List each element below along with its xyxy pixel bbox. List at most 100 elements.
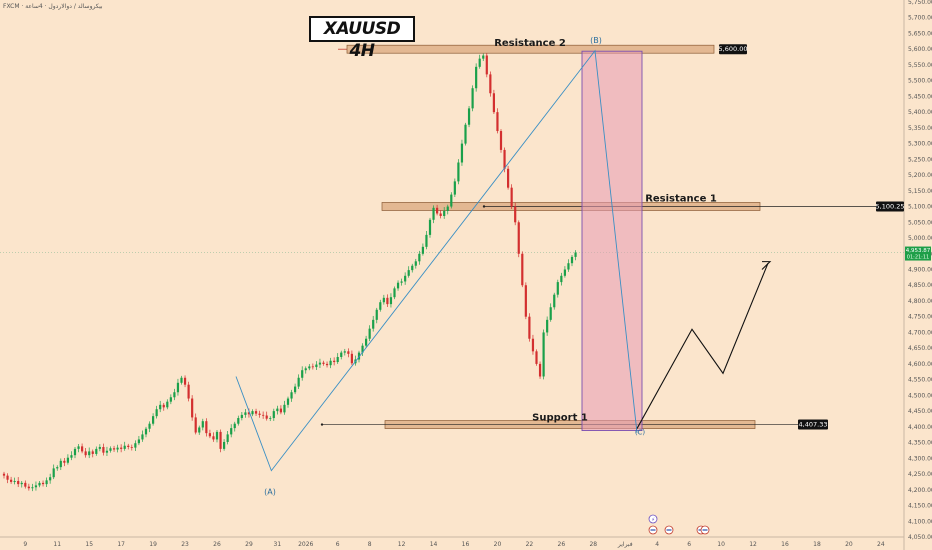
x-tick-label: 9 — [23, 541, 27, 548]
candle-body — [400, 281, 403, 283]
y-tick-label: 4,650.00 — [908, 345, 932, 352]
candle-body — [88, 451, 91, 456]
candle-body — [173, 392, 176, 398]
candle-body — [301, 370, 304, 378]
candle-body — [382, 297, 385, 303]
candle-body — [379, 302, 382, 310]
y-tick-label: 4,450.00 — [908, 408, 932, 415]
candle-body — [233, 423, 236, 429]
candle-body — [279, 408, 282, 413]
candle-body — [432, 207, 435, 220]
x-tick-label: 23 — [181, 541, 189, 548]
candle-body — [137, 439, 140, 444]
candle-body — [17, 480, 20, 485]
y-tick-label: 4,700.00 — [908, 329, 932, 336]
candle-body — [396, 282, 400, 289]
last-price-badge-bg[interactable] — [905, 246, 931, 261]
candle-body — [389, 297, 393, 305]
candle-body — [457, 162, 460, 182]
x-tick-label: 19 — [149, 541, 157, 548]
candle-body — [176, 382, 180, 393]
candle-body — [127, 445, 130, 447]
candle-body — [212, 436, 215, 440]
candle-body — [475, 66, 478, 89]
x-tick-label: 2026 — [298, 541, 313, 548]
x-tick-label: 26 — [213, 541, 221, 548]
candle-body — [538, 363, 542, 377]
candle-body — [105, 450, 109, 453]
resistance-2-zone[interactable] — [346, 44, 715, 54]
candle-body — [535, 351, 538, 364]
y-tick-label: 4,750.00 — [908, 314, 932, 321]
candle-body — [325, 363, 329, 366]
x-tick-label: 11 — [53, 541, 61, 548]
candle-body — [215, 431, 219, 440]
y-tick-label: 5,150.00 — [908, 188, 932, 195]
y-tick-label: 5,450.00 — [908, 93, 932, 100]
candle-body — [411, 265, 414, 271]
candle-body — [6, 475, 9, 480]
candle-body — [549, 307, 552, 320]
candle-body — [297, 377, 300, 387]
candle-body — [187, 384, 190, 399]
candle-body — [436, 207, 439, 214]
lightning-event-icon[interactable] — [648, 514, 658, 524]
candle-body — [152, 416, 155, 424]
candle-body — [510, 187, 513, 207]
candle-body — [208, 433, 211, 437]
candle-body — [63, 460, 66, 463]
candle-body — [116, 447, 119, 450]
candle-body — [524, 285, 527, 317]
candle-body — [485, 55, 488, 75]
candle-body — [375, 309, 378, 320]
projection-path[interactable] — [636, 262, 769, 429]
x-tick-label: 17 — [117, 541, 125, 548]
candle-body — [464, 124, 467, 144]
x-tick-label: 29 — [245, 541, 253, 548]
candle-body — [223, 441, 226, 449]
candle-body — [13, 480, 16, 482]
candle-body — [343, 351, 346, 353]
candle-body — [368, 328, 371, 339]
resistance-2-price-badge-bg[interactable] — [719, 44, 747, 55]
candle-body — [194, 417, 197, 433]
candle-body — [91, 451, 94, 454]
candle-body — [567, 263, 570, 270]
candle-body — [120, 447, 123, 449]
candle-body — [393, 288, 396, 298]
candle-body — [350, 353, 353, 364]
candle-body — [130, 446, 133, 448]
candle-body — [340, 352, 343, 357]
highlight-rectangle[interactable] — [581, 50, 643, 431]
y-tick-label: 4,600.00 — [908, 361, 932, 368]
candle-body — [272, 411, 275, 419]
x-tick-label: 6 — [336, 541, 340, 548]
candle-body — [496, 112, 499, 132]
candle-body — [123, 445, 126, 449]
y-tick-label: 5,300.00 — [908, 141, 932, 148]
candle-body — [95, 448, 98, 454]
candle-body — [471, 88, 474, 109]
candle-body — [467, 108, 471, 125]
x-tick-label: 12 — [749, 541, 757, 548]
support-1-price-badge-bg[interactable] — [798, 419, 828, 430]
x-tick-label: 22 — [526, 541, 534, 548]
candle-body — [528, 316, 531, 339]
lightning-glyph: ⚡ — [651, 517, 655, 524]
candle-body — [294, 386, 297, 393]
candle-body — [191, 398, 194, 418]
candle-body — [450, 194, 453, 207]
resistance-1-anchor — [482, 205, 486, 208]
wave-line[interactable] — [235, 49, 638, 472]
candle-body — [66, 457, 69, 463]
candle-body — [162, 404, 165, 408]
candle-body — [428, 219, 432, 235]
candle-body — [180, 377, 183, 383]
candle-body — [73, 448, 77, 456]
x-tick-label: 28 — [589, 541, 597, 548]
resistance-1-price-badge-bg[interactable] — [876, 201, 904, 212]
candle-body — [563, 269, 566, 276]
y-tick-label: 4,350.00 — [908, 440, 932, 447]
resistance-1-label: Resistance 1 — [645, 193, 717, 204]
